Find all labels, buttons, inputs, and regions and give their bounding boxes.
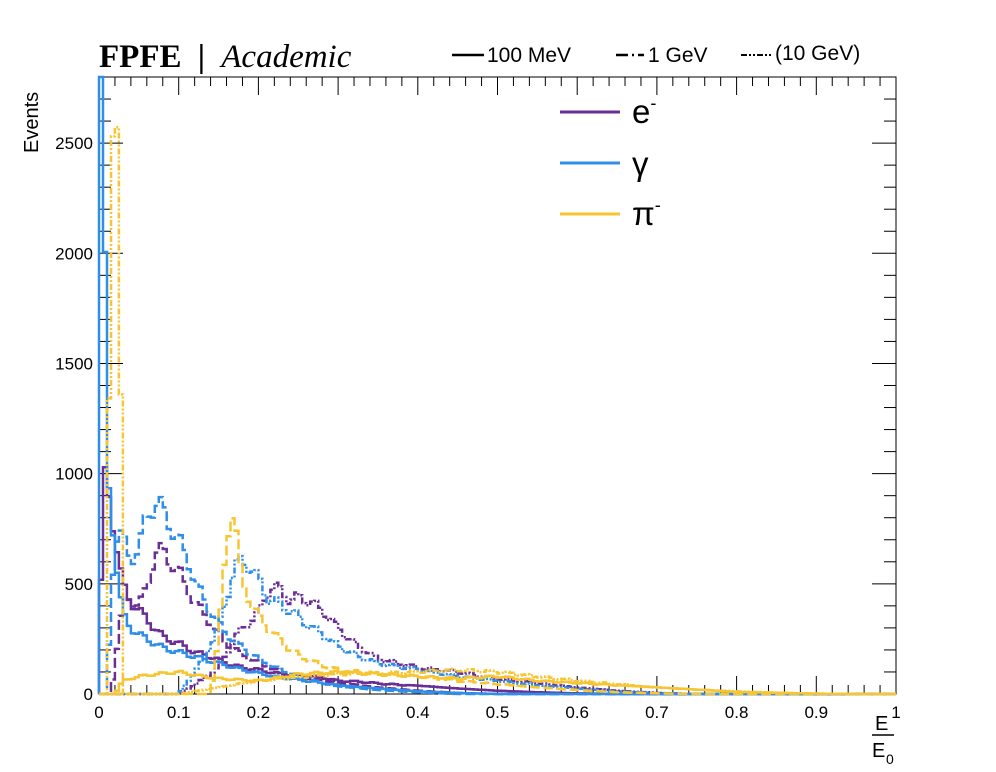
series-layer [97, 75, 896, 696]
x-tick-label: 0.7 [645, 703, 669, 722]
x-tick-label: 0.4 [406, 703, 430, 722]
x-tick-label: 0.1 [167, 703, 191, 722]
y-tick-label: 1000 [55, 465, 93, 484]
legend-label-pion: π- [632, 195, 661, 232]
energy-legend: 100 MeV 1 GeV (10 GeV) [452, 42, 860, 67]
y-tick-label: 2500 [55, 134, 93, 153]
x-tick-label: 0.9 [804, 703, 828, 722]
y-tick-label: 2000 [55, 244, 93, 263]
x-axis-title-numerator: E [875, 713, 888, 735]
x-tick-label: 0 [94, 703, 103, 722]
series-pi--10gev [99, 125, 896, 696]
x-axis-ticks: 0 0.1 0.2 0.3 0.4 0.5 0.6 0.7 0.8 0.9 1 [94, 77, 901, 722]
brand-label: FPFE | Academic [99, 39, 352, 75]
brand-italic: Academic [219, 39, 351, 75]
series-gamma-100mev [97, 75, 896, 696]
x-tick-label: 0.3 [326, 703, 350, 722]
legend-label-electron: e- [632, 93, 656, 130]
energy-legend-label-1gev: 1 GeV [648, 44, 708, 67]
series-pi--1gev [99, 517, 896, 696]
brand-bold: FPFE [99, 39, 181, 75]
x-axis-title-denominator-sub: 0 [886, 751, 894, 767]
x-axis-title-denominator: E [872, 740, 885, 762]
x-tick-label: 0.5 [486, 703, 510, 722]
x-tick-label: 0.8 [725, 703, 749, 722]
y-tick-label: 1500 [55, 354, 93, 373]
y-axis-ticks: 0 500 1000 1500 2000 2500 [55, 98, 896, 704]
series-e--100mev [97, 465, 896, 696]
x-tick-label: 0.6 [565, 703, 589, 722]
y-axis-title: Events [21, 92, 43, 153]
legend-label-gamma: γ [632, 145, 649, 182]
x-axis-title: E E 0 [872, 713, 894, 767]
brand-separator: | [198, 39, 205, 75]
plot-frame [98, 76, 897, 695]
x-tick-label: 1 [891, 703, 900, 722]
x-tick-label: 0.2 [247, 703, 271, 722]
energy-legend-label-10gev: (10 GeV) [775, 42, 860, 65]
y-tick-label: 500 [65, 575, 93, 594]
particle-legend: e- γ π- [560, 93, 661, 232]
energy-legend-label-100mev: 100 MeV [487, 44, 571, 67]
y-tick-label: 0 [84, 685, 93, 704]
